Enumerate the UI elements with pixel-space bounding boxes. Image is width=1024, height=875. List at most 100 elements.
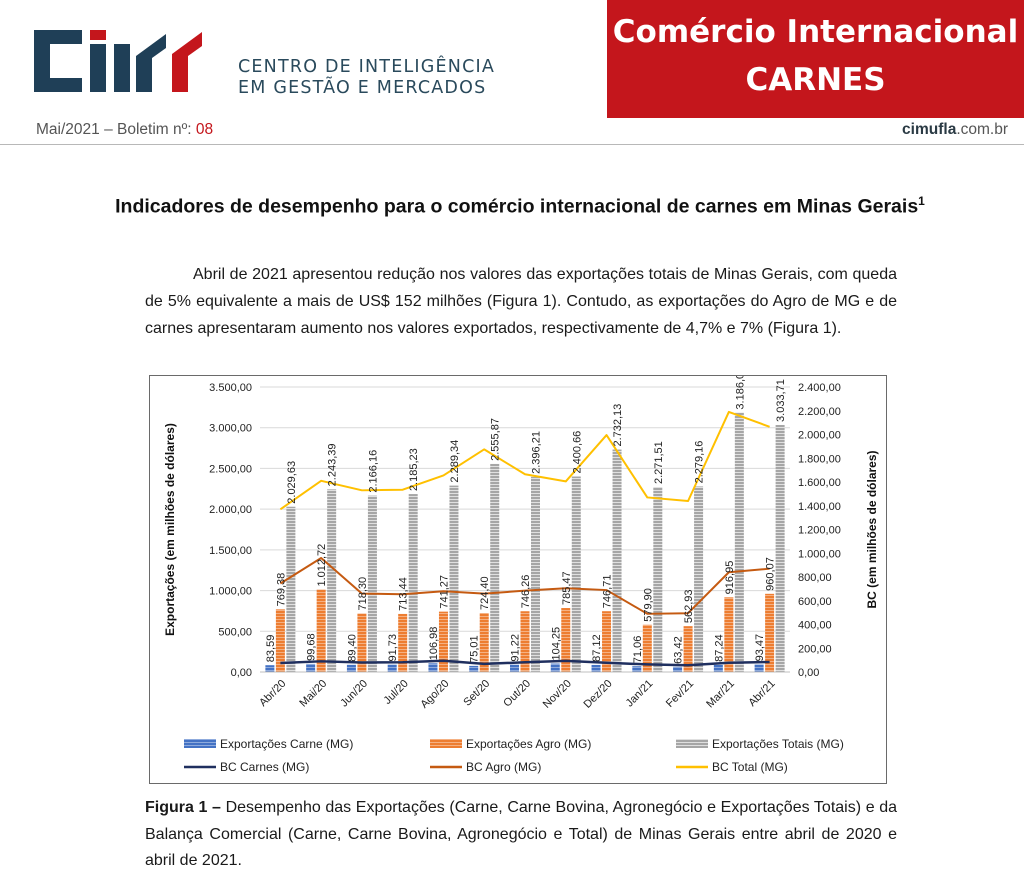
- data-label-carne: 99,68: [306, 633, 318, 661]
- y2-axis-title: BC (em milhões de dólares): [865, 450, 879, 608]
- data-label-agro: 785,47: [561, 571, 573, 605]
- data-label-total: 2.396,21: [531, 431, 543, 474]
- bar-agro: [561, 608, 571, 672]
- bulletin-prefix: Mai/2021 – Boletim nº:: [36, 121, 196, 138]
- x-tick-label: Abr/20: [257, 678, 288, 709]
- y-tick-label: 1.000,00: [209, 586, 252, 598]
- bar-carne: [469, 665, 479, 672]
- legend-agro-swatch: [430, 739, 462, 748]
- bar-agro: [683, 626, 693, 672]
- line-bc-agro: [279, 557, 770, 615]
- legend-bc-total-label: BC Total (MG): [712, 760, 788, 774]
- y2-tick-label: 200,00: [798, 643, 832, 655]
- bar-carne: [510, 664, 519, 672]
- banner-title: Comércio Internacional: [612, 14, 1019, 50]
- data-label-total: 2.400,66: [571, 431, 583, 474]
- caption-text: Desempenho das Exportações (Carne, Carne…: [145, 799, 898, 869]
- y-tick-label: 0,00: [231, 667, 252, 679]
- x-tick-label: Set/20: [461, 678, 492, 709]
- cim-logo-mark: [34, 30, 202, 92]
- bulletin-number: 08: [195, 121, 214, 138]
- data-label-total: 2.279,16: [694, 441, 706, 484]
- data-label-total: 2.166,16: [367, 450, 379, 493]
- y2-tick-label: 400,00: [798, 620, 832, 632]
- data-label-carne: 63,42: [673, 636, 685, 664]
- bar-carne: [265, 665, 275, 672]
- data-label-total: 2.185,23: [408, 448, 420, 491]
- title-footnote: 1: [918, 194, 925, 208]
- data-label-agro: 579,90: [642, 588, 654, 622]
- data-label-carne: 83,59: [265, 635, 277, 663]
- y2-tick-label: 2.000,00: [798, 430, 841, 442]
- y-tick-label: 2.000,00: [209, 504, 252, 516]
- bar-agro: [642, 624, 652, 672]
- bar-agro: [724, 597, 734, 672]
- bar-total: [571, 476, 581, 672]
- site-name: cimufla: [902, 121, 957, 138]
- bar-total: [286, 506, 296, 672]
- y-axis-title: Exportações (em milhões de dólares): [163, 423, 177, 636]
- x-tick-label: Jun/20: [338, 678, 370, 710]
- org-name-line1: CENTRO DE INTELIGÊNCIA: [238, 57, 496, 77]
- figure-caption: Figura 1 – Desempenho das Exportações (C…: [145, 795, 897, 875]
- x-tick-label: Jan/21: [624, 678, 656, 710]
- bar-total: [653, 487, 663, 672]
- bar-carne: [754, 664, 764, 672]
- y2-tick-label: 1.000,00: [798, 548, 841, 560]
- data-label-total: 2.555,87: [490, 418, 502, 461]
- x-tick-label: Abr/21: [746, 678, 777, 709]
- site-link[interactable]: cimufla.com.br: [902, 121, 1008, 139]
- x-tick-label: Nov/20: [541, 678, 574, 711]
- bar-total: [449, 485, 459, 672]
- data-label-carne: 91,22: [510, 634, 522, 662]
- bar-agro: [357, 613, 367, 672]
- bar-carne: [713, 664, 723, 672]
- cim-logo: CENTRO DE INTELIGÊNCIA EM GESTÃO E MERCA…: [30, 26, 550, 100]
- bar-carne: [306, 663, 316, 672]
- data-label-total: 2.289,34: [449, 440, 461, 483]
- caption-label: Figura 1 –: [145, 799, 221, 816]
- data-label-total: 3.033,71: [775, 379, 787, 422]
- x-tick-label: Mai/20: [297, 678, 329, 710]
- bar-agro: [438, 611, 448, 672]
- data-label-carne: 75,01: [469, 635, 481, 663]
- section-banner: Comércio Internacional CARNES: [607, 0, 1024, 118]
- y2-tick-label: 600,00: [798, 596, 832, 608]
- data-label-total: 2.732,13: [612, 404, 624, 447]
- x-tick-label: Fev/21: [664, 678, 696, 710]
- x-tick-label: Mar/21: [704, 678, 737, 711]
- legend-carne-label: Exportações Carne (MG): [220, 737, 353, 751]
- data-label-agro: 1.012,72: [316, 544, 328, 587]
- bar-carne: [346, 664, 356, 672]
- bar-agro: [765, 593, 775, 672]
- data-label-agro: 741,27: [438, 575, 450, 609]
- y-tick-label: 3.000,00: [209, 423, 252, 435]
- legend-bc-agro-label: BC Agro (MG): [466, 760, 541, 774]
- y2-tick-label: 2.200,00: [798, 406, 841, 418]
- legend-carne-swatch: [184, 739, 216, 748]
- data-label-agro: 746,26: [520, 575, 532, 609]
- data-label-carne: 104,25: [550, 627, 562, 661]
- data-label-carne: 89,40: [346, 634, 358, 662]
- data-label-carne: 87,24: [713, 634, 725, 662]
- bar-total: [367, 495, 377, 672]
- x-tick-label: Ago/20: [418, 678, 451, 711]
- legend-agro-label: Exportações Agro (MG): [466, 737, 591, 751]
- bar-agro: [316, 589, 326, 672]
- page-title-text: Indicadores de desempenho para o comérci…: [115, 195, 919, 218]
- banner-subtitle: CARNES: [745, 62, 886, 98]
- data-label-agro: 916,95: [724, 561, 736, 595]
- data-label-agro: 769,38: [275, 573, 287, 607]
- legend-total-swatch: [676, 739, 708, 748]
- bar-total: [327, 489, 337, 672]
- y-tick-label: 3.500,00: [209, 382, 252, 394]
- bar-total: [694, 486, 704, 672]
- bulletin-info: Mai/2021 – Boletim nº: 08: [36, 121, 213, 139]
- bar-carne: [387, 664, 397, 672]
- org-name-line2: EM GESTÃO E MERCADOS: [238, 78, 487, 98]
- bar-agro: [602, 611, 612, 672]
- y-tick-label: 1.500,00: [209, 545, 252, 557]
- x-tick-label: Out/20: [501, 678, 533, 710]
- data-label-carne: 106,98: [428, 627, 440, 661]
- data-label-agro: 718,30: [357, 577, 369, 611]
